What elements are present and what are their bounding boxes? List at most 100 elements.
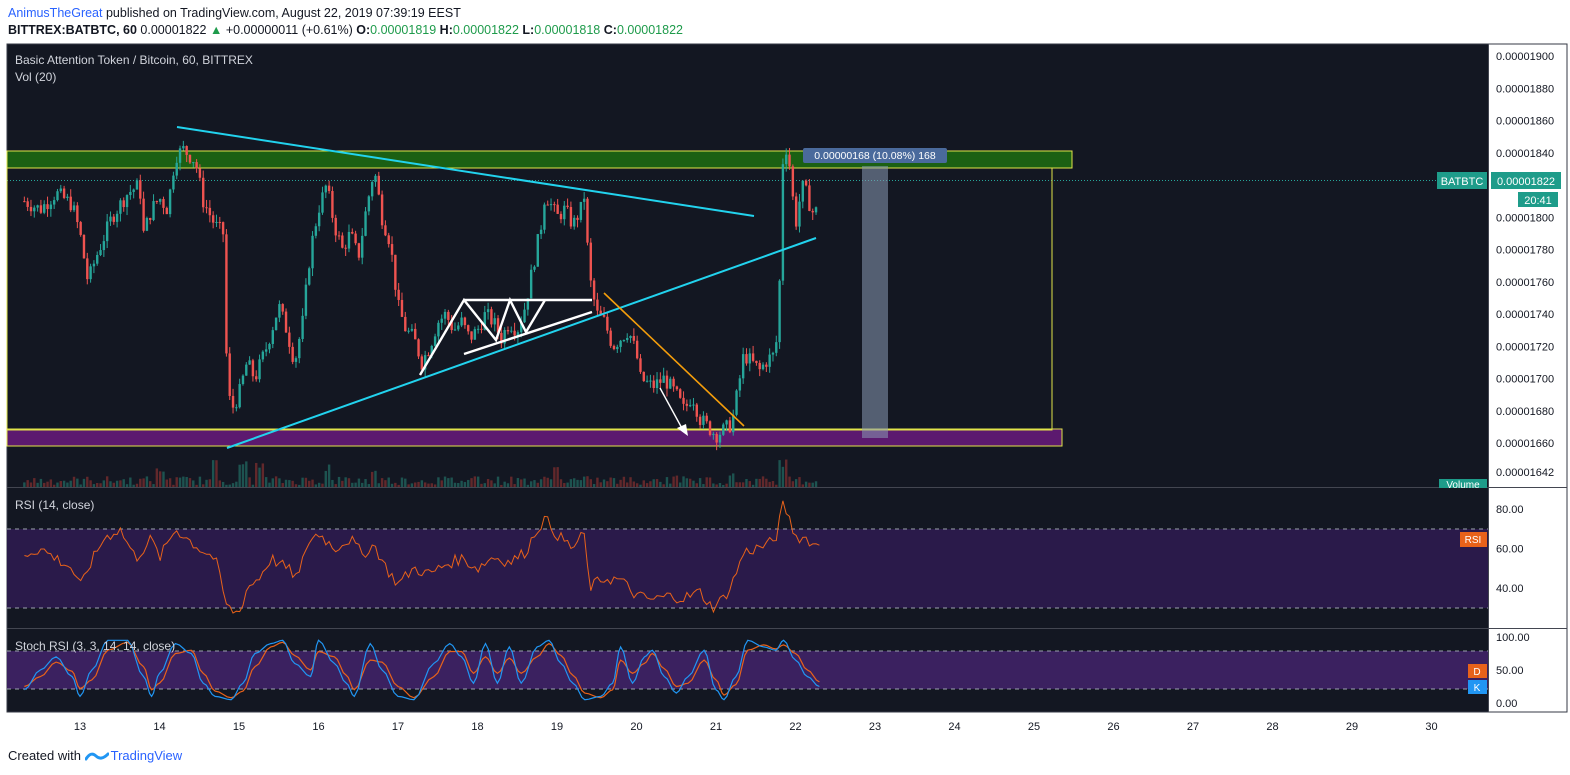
volume-bar xyxy=(645,483,649,487)
candle-body xyxy=(741,354,745,379)
volume-bar xyxy=(92,484,96,487)
x-tick-label: 26 xyxy=(1107,721,1119,733)
volume-bar xyxy=(341,480,344,487)
stoch-k-badge-text: K xyxy=(1474,683,1481,694)
candle-body xyxy=(274,317,278,331)
candle-body xyxy=(52,200,56,205)
volume-bar xyxy=(698,478,702,487)
price-axis[interactable]: 0.00001900 0.00001880 0.00001860 0.00001840… xyxy=(1496,51,1554,479)
candle-body xyxy=(364,211,367,236)
stoch-k-line xyxy=(24,639,820,701)
candle-body xyxy=(43,204,46,213)
candle-body xyxy=(132,189,135,192)
candle-body xyxy=(245,364,248,376)
candle-body xyxy=(751,353,755,361)
candle-body xyxy=(122,200,125,208)
candle-body xyxy=(172,175,175,190)
rsi-axis[interactable]: 80.00 60.00 40.00 xyxy=(1496,504,1524,595)
volume-bar xyxy=(490,480,493,487)
volume-bar xyxy=(361,482,364,487)
measure-bar[interactable] xyxy=(862,166,888,438)
candle-body xyxy=(211,215,215,223)
candle-body xyxy=(99,250,102,255)
volume-bar xyxy=(665,477,669,487)
volume-badge-text: Volume xyxy=(1446,480,1480,491)
volume-bar xyxy=(791,481,795,487)
last-price-badge xyxy=(1491,172,1561,189)
candle-body xyxy=(705,415,708,422)
stoch-k-badge xyxy=(1468,680,1487,694)
volume-bar xyxy=(579,480,583,487)
stoch-axis[interactable]: 100.00 50.00 0.00 xyxy=(1496,632,1530,710)
volume-bar xyxy=(450,477,453,487)
volume-bar xyxy=(775,484,778,487)
volume-bar xyxy=(331,479,334,487)
volume-bar xyxy=(414,482,417,487)
volume-bar xyxy=(778,460,781,487)
stoch-tick-label: 100.00 xyxy=(1496,632,1530,644)
volume-bar xyxy=(735,482,738,487)
open-value: 0.00001819 xyxy=(370,23,437,37)
x-tick-label: 16 xyxy=(312,721,324,733)
volume-bar xyxy=(298,484,301,487)
time-axis[interactable]: 13 14 15 16 17 18 19 20 21 22 23 24 25 26 27 28 29 30 xyxy=(74,721,1438,733)
down-arrow-annotation[interactable] xyxy=(659,387,688,436)
candle-body xyxy=(685,403,689,406)
candle-body xyxy=(639,358,642,372)
candle-body xyxy=(271,330,274,344)
tradingview-link[interactable]: TradingView xyxy=(110,748,183,763)
candle-body xyxy=(642,371,645,382)
candle-body xyxy=(569,207,573,227)
x-tick-label: 22 xyxy=(789,721,801,733)
price-pane[interactable]: 0.00000168 (10.08%) 168 Basic Attention … xyxy=(6,53,1488,487)
volume-bar xyxy=(76,478,79,487)
ascending-trendline[interactable] xyxy=(226,237,817,449)
volume-bar xyxy=(72,476,76,487)
candle-body xyxy=(66,196,69,198)
candle-body xyxy=(801,180,804,202)
candle-body xyxy=(112,216,115,222)
range-box[interactable] xyxy=(6,167,1053,431)
candle-body xyxy=(423,355,427,370)
stoch-tick-label: 50.00 xyxy=(1496,665,1524,677)
stoch-d-badge-text: D xyxy=(1473,667,1480,678)
volume-bar xyxy=(354,482,357,487)
candle-body xyxy=(692,404,695,406)
volume-bar xyxy=(271,478,274,487)
candle-body xyxy=(500,332,503,344)
stoch-rsi-pane[interactable]: Stoch RSI (3, 3, 14, 14, close) xyxy=(7,639,1488,701)
orange-downtrend-line[interactable] xyxy=(603,292,745,427)
volume-bar xyxy=(765,478,768,487)
volume-bar xyxy=(602,479,606,487)
volume-bar xyxy=(526,484,530,487)
candle-body xyxy=(596,299,599,311)
countdown-text: 20:41 xyxy=(1524,195,1552,207)
support-zone[interactable] xyxy=(6,428,1063,447)
volume-bar xyxy=(417,481,420,487)
author-link[interactable]: AnimusTheGreat xyxy=(8,6,103,20)
descending-trendline[interactable] xyxy=(176,126,755,217)
stoch-d-badge xyxy=(1468,664,1487,678)
volume-bar xyxy=(751,484,755,487)
candle-body xyxy=(407,330,410,332)
volume-bar xyxy=(592,484,596,487)
candle-body xyxy=(291,346,294,362)
candle-body xyxy=(195,162,198,169)
chart-canvas[interactable]: 0.00000168 (10.08%) 168 Basic Attention … xyxy=(0,0,1570,745)
triangle-pattern[interactable] xyxy=(418,296,593,376)
candle-body xyxy=(433,336,437,346)
volume-bar xyxy=(321,483,324,487)
rsi-badge-text: RSI xyxy=(1465,535,1482,546)
volume-bar xyxy=(516,478,520,487)
volume-bar xyxy=(573,478,576,487)
volume-bar xyxy=(761,476,765,487)
candle-body xyxy=(218,222,221,224)
volume-bar xyxy=(420,480,424,487)
y-tick-label: 0.00001900 xyxy=(1496,51,1554,63)
candle-body xyxy=(109,216,112,222)
rsi-pane[interactable]: RSI (14, close) xyxy=(7,498,1488,614)
volume-bar xyxy=(135,483,139,487)
volume-bar xyxy=(364,479,367,487)
volume-bar xyxy=(473,476,477,487)
candle-body xyxy=(718,434,722,443)
